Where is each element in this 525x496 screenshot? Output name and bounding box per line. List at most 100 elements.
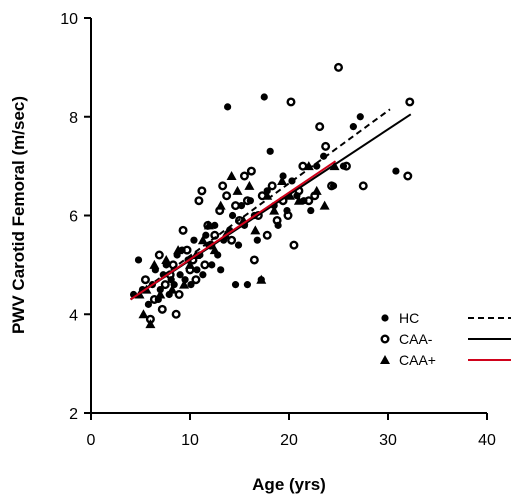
x-axis-title: Age (yrs) [252,475,326,494]
data-point [392,167,400,175]
data-point [349,123,357,131]
data-point [237,202,246,210]
x-tick-label: 30 [379,432,397,449]
data-point [218,181,228,191]
data-point [178,225,188,235]
data-point [277,175,288,185]
data-point [269,205,280,215]
data-point [209,245,220,255]
data-point [174,290,184,300]
data-point [200,260,210,270]
data-point [266,147,274,155]
data-point [215,200,226,210]
data-point [283,210,293,220]
data-point [140,275,150,285]
data-point [242,196,252,206]
data-point [222,191,232,201]
y-axis: 2 4 6 8 10 [60,11,92,423]
data-point [157,304,167,314]
data-point [134,256,143,264]
data-point [267,181,277,191]
data-point [231,281,240,289]
data-point [249,255,259,265]
data-point [160,280,170,290]
data-point [250,225,261,235]
legend-label-caa-: CAA- [399,331,433,347]
data-point [185,259,195,269]
legend-marker-caa- [380,334,390,344]
data-point [182,245,192,255]
data-point [313,162,321,170]
data-point [272,215,282,225]
legend-label-hc: HC [399,310,419,326]
data-point [286,97,296,107]
x-tick-label: 20 [280,432,298,449]
data-point [327,181,337,191]
data-point [144,300,153,308]
data-point [239,171,249,181]
legend-marker-hc [381,314,389,322]
data-point [260,93,268,101]
data-point [197,186,207,196]
x-tick-label: 40 [478,432,496,449]
legend: HC CAA- CAA+ [380,310,511,368]
data-point [161,254,172,264]
data-point [232,185,243,195]
data-point [341,161,351,171]
data-point [304,196,314,206]
data-point [167,284,178,294]
data-point [199,271,207,279]
x-axis: 0 10 20 30 40 [87,412,496,449]
data-point [321,141,331,151]
data-point [194,196,204,206]
y-tick-label: 8 [69,110,78,127]
legend-label-caa-: CAA+ [399,352,436,368]
data-point [208,261,216,269]
data-point [193,266,201,274]
data-point [203,220,214,230]
data-point [356,113,364,121]
x-tick-label: 0 [87,432,96,449]
data-point [405,97,415,107]
data-point [217,266,225,274]
y-axis-title: PWV Carotid Femoral (m/sec) [9,96,28,334]
y-tick-label: 2 [69,406,78,423]
data-point [244,180,255,190]
series-hc [129,93,400,308]
data-point [171,309,181,319]
data-point [202,231,210,239]
data-point [246,166,256,176]
data-point [149,294,159,304]
data-point [228,211,237,220]
fit-lines [130,108,412,301]
legend-marker-caa- [380,355,390,364]
data-point [226,171,237,180]
y-tick-label: 4 [69,307,78,324]
data-point [320,152,328,160]
data-point [403,171,413,181]
data-point [191,275,201,285]
data-point [149,259,160,269]
data-point [211,221,219,229]
data-point [155,289,166,299]
data-point [293,195,304,205]
data-point [256,274,267,284]
data-point [154,250,164,260]
data-point [179,279,190,289]
series-caa- [134,161,340,329]
data-point [197,235,208,245]
data-point [138,309,149,319]
data-point [334,62,344,72]
data-point [307,206,315,215]
data-point [243,281,252,289]
data-point [319,200,330,210]
data-point [173,245,184,255]
data-point [231,201,241,211]
data-point [145,319,156,329]
data-point [358,181,368,191]
data-point [253,236,261,244]
data-point [289,240,299,250]
fit-line-hc [130,108,391,301]
y-tick-label: 10 [60,11,78,28]
